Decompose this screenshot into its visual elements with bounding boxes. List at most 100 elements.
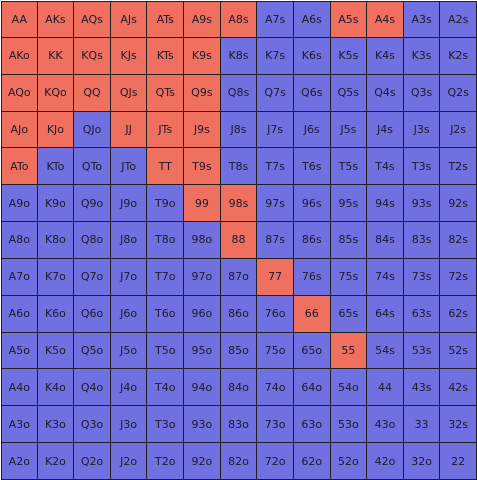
hand-cell[interactable]: 82o bbox=[220, 443, 258, 480]
hand-cell[interactable]: T4s bbox=[367, 148, 404, 186]
hand-cell[interactable]: 43s bbox=[403, 369, 441, 407]
hand-cell[interactable]: Q9s bbox=[184, 74, 221, 112]
hand-cell[interactable]: A6s bbox=[293, 1, 331, 38]
hand-cell[interactable]: J3s bbox=[403, 111, 441, 149]
hand-cell[interactable]: 32o bbox=[403, 443, 441, 480]
hand-cell[interactable]: K7s bbox=[257, 37, 294, 75]
hand-cell[interactable]: 87o bbox=[220, 258, 258, 296]
hand-cell[interactable]: J4o bbox=[110, 369, 148, 407]
hand-cell[interactable]: 64o bbox=[293, 369, 331, 407]
hand-cell[interactable]: 53o bbox=[330, 406, 368, 444]
hand-cell[interactable]: 75s bbox=[330, 258, 368, 296]
hand-cell[interactable]: K6s bbox=[293, 37, 331, 75]
hand-cell[interactable]: A8o bbox=[1, 222, 38, 259]
hand-cell[interactable]: 43o bbox=[367, 406, 404, 444]
hand-cell[interactable]: 42o bbox=[367, 443, 404, 480]
hand-cell[interactable]: KJo bbox=[37, 111, 75, 149]
hand-cell[interactable]: 65s bbox=[330, 295, 368, 333]
hand-cell[interactable]: JTs bbox=[147, 111, 185, 149]
hand-cell[interactable]: Q6o bbox=[74, 295, 111, 333]
hand-cell[interactable]: 52s bbox=[440, 332, 477, 370]
hand-cell[interactable]: JTo bbox=[110, 148, 148, 186]
hand-cell[interactable]: K9o bbox=[37, 185, 75, 223]
hand-cell[interactable]: K9s bbox=[184, 37, 221, 75]
hand-cell[interactable]: 82s bbox=[440, 222, 477, 259]
hand-cell[interactable]: 52o bbox=[330, 443, 368, 480]
hand-cell[interactable]: J6o bbox=[110, 295, 148, 333]
hand-cell[interactable]: 63s bbox=[403, 295, 441, 333]
hand-cell[interactable]: T8s bbox=[220, 148, 258, 186]
hand-cell[interactable]: 97s bbox=[257, 185, 294, 223]
hand-cell[interactable]: K2o bbox=[37, 443, 75, 480]
hand-cell[interactable]: A8s bbox=[220, 1, 258, 38]
hand-cell[interactable]: T5s bbox=[330, 148, 368, 186]
hand-cell[interactable]: 97o bbox=[184, 258, 221, 296]
hand-cell[interactable]: 85s bbox=[330, 222, 368, 259]
hand-cell[interactable]: Q7o bbox=[74, 258, 111, 296]
hand-cell[interactable]: 92s bbox=[440, 185, 477, 223]
hand-cell[interactable]: 54o bbox=[330, 369, 368, 407]
hand-cell[interactable]: 62s bbox=[440, 295, 477, 333]
hand-cell[interactable]: 63o bbox=[293, 406, 331, 444]
hand-cell[interactable]: QQ bbox=[74, 74, 111, 112]
hand-cell[interactable]: Q3o bbox=[74, 406, 111, 444]
hand-cell[interactable]: T9o bbox=[147, 185, 185, 223]
hand-cell[interactable]: A3s bbox=[403, 1, 441, 38]
hand-cell[interactable]: 55 bbox=[330, 332, 368, 370]
hand-cell[interactable]: AKo bbox=[1, 37, 38, 75]
hand-cell[interactable]: 94o bbox=[184, 369, 221, 407]
hand-cell[interactable]: J7s bbox=[257, 111, 294, 149]
hand-cell[interactable]: K3s bbox=[403, 37, 441, 75]
hand-cell[interactable]: T6s bbox=[293, 148, 331, 186]
hand-cell[interactable]: A6o bbox=[1, 295, 38, 333]
hand-cell[interactable]: 33 bbox=[403, 406, 441, 444]
hand-cell[interactable]: Q9o bbox=[74, 185, 111, 223]
hand-cell[interactable]: J4s bbox=[367, 111, 404, 149]
hand-cell[interactable]: 93o bbox=[184, 406, 221, 444]
hand-cell[interactable]: 96o bbox=[184, 295, 221, 333]
hand-cell[interactable]: 72o bbox=[257, 443, 294, 480]
hand-cell[interactable]: J8s bbox=[220, 111, 258, 149]
hand-cell[interactable]: 96s bbox=[293, 185, 331, 223]
hand-cell[interactable]: ATs bbox=[147, 1, 185, 38]
hand-cell[interactable]: KQo bbox=[37, 74, 75, 112]
hand-cell[interactable]: K4s bbox=[367, 37, 404, 75]
hand-cell[interactable]: 32s bbox=[440, 406, 477, 444]
hand-cell[interactable]: AJo bbox=[1, 111, 38, 149]
hand-cell[interactable]: Q2s bbox=[440, 74, 477, 112]
hand-cell[interactable]: K8o bbox=[37, 222, 75, 259]
hand-cell[interactable]: 84o bbox=[220, 369, 258, 407]
hand-cell[interactable]: J8o bbox=[110, 222, 148, 259]
hand-cell[interactable]: A7o bbox=[1, 258, 38, 296]
hand-cell[interactable]: 86o bbox=[220, 295, 258, 333]
hand-cell[interactable]: A9s bbox=[184, 1, 221, 38]
hand-cell[interactable]: 95s bbox=[330, 185, 368, 223]
hand-cell[interactable]: Q4s bbox=[367, 74, 404, 112]
hand-cell[interactable]: KTs bbox=[147, 37, 185, 75]
hand-cell[interactable]: Q8o bbox=[74, 222, 111, 259]
hand-cell[interactable]: A5s bbox=[330, 1, 368, 38]
hand-cell[interactable]: T5o bbox=[147, 332, 185, 370]
hand-cell[interactable]: K4o bbox=[37, 369, 75, 407]
hand-cell[interactable]: QJo bbox=[74, 111, 111, 149]
hand-cell[interactable]: T2s bbox=[440, 148, 477, 186]
hand-cell[interactable]: J6s bbox=[293, 111, 331, 149]
hand-cell[interactable]: A2s bbox=[440, 1, 477, 38]
hand-cell[interactable]: A7s bbox=[257, 1, 294, 38]
hand-cell[interactable]: T4o bbox=[147, 369, 185, 407]
hand-cell[interactable]: K5s bbox=[330, 37, 368, 75]
hand-cell[interactable]: K2s bbox=[440, 37, 477, 75]
hand-cell[interactable]: J5s bbox=[330, 111, 368, 149]
hand-cell[interactable]: AKs bbox=[37, 1, 75, 38]
hand-cell[interactable]: 73o bbox=[257, 406, 294, 444]
hand-cell[interactable]: K3o bbox=[37, 406, 75, 444]
hand-cell[interactable]: Q5o bbox=[74, 332, 111, 370]
hand-cell[interactable]: 75o bbox=[257, 332, 294, 370]
hand-cell[interactable]: 64s bbox=[367, 295, 404, 333]
hand-cell[interactable]: T6o bbox=[147, 295, 185, 333]
hand-cell[interactable]: 77 bbox=[257, 258, 294, 296]
hand-cell[interactable]: 93s bbox=[403, 185, 441, 223]
hand-cell[interactable]: T7o bbox=[147, 258, 185, 296]
hand-cell[interactable]: Q2o bbox=[74, 443, 111, 480]
hand-cell[interactable]: TT bbox=[147, 148, 185, 186]
